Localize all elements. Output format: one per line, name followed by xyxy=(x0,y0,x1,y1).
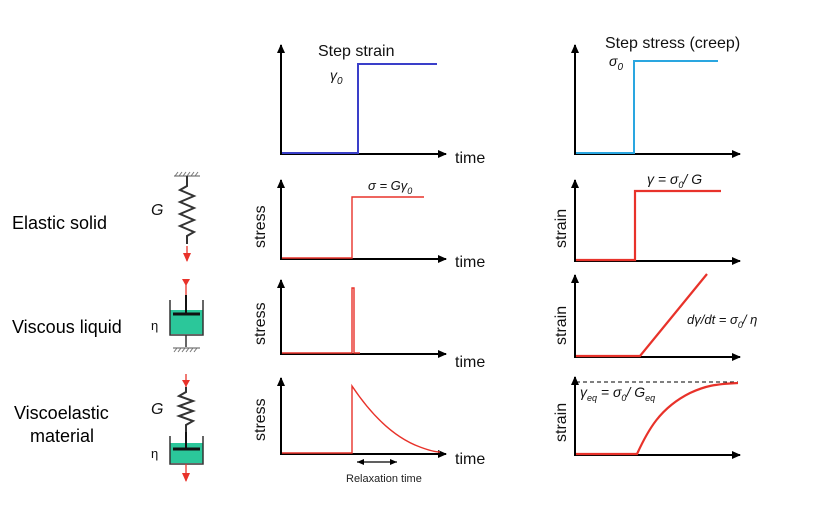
row-label-elastic-solid: Elastic solid xyxy=(12,213,108,233)
step-strain-gamma0-label: γ0 xyxy=(330,67,343,87)
stress-axis-label-3: stress xyxy=(252,398,269,441)
step-stress-sigma0-label: σ0 xyxy=(609,53,623,73)
elastic-spring-element: G xyxy=(151,171,200,262)
viscous-strain-curve xyxy=(576,273,708,358)
elastic-strain-annotation: γ = σ0/ G xyxy=(647,171,702,190)
dashpot-label-eta-2: η xyxy=(151,318,158,333)
spring-label-G-1: G xyxy=(151,202,163,219)
viscoelastic-element: G η xyxy=(151,374,204,482)
viscoelastic-stress-plot: Relaxation time stress time xyxy=(252,377,485,485)
elastic-stress-plot: σ = Gγ0 stress time xyxy=(252,178,485,271)
viscoelastic-strain-annotation: γeq = σ0/ Geq xyxy=(580,384,655,403)
spring-label-G-3: G xyxy=(151,401,163,418)
spring-zigzag-3 xyxy=(176,387,196,432)
ground-hatch-marks-1 xyxy=(174,171,199,177)
elastic-strain-curve xyxy=(576,189,721,262)
step-strain-plot: γ0 time xyxy=(277,44,485,167)
viscous-stress-curve xyxy=(282,287,360,354)
step-strain-title: Step strain xyxy=(318,43,394,60)
time-label-step-strain: time xyxy=(455,150,485,167)
row-label-viscoelastic-line1: Viscoelastic xyxy=(14,403,109,423)
relaxation-time-label: Relaxation time xyxy=(346,473,422,485)
time-label-3: time xyxy=(455,451,485,468)
strain-axis-label-2: strain xyxy=(553,306,570,345)
viscous-strain-annotation: dγ/dt = σ0/ η xyxy=(687,312,757,330)
elastic-strain-plot: γ = σ0/ G strain xyxy=(553,171,741,265)
dashpot-label-eta-3: η xyxy=(151,446,158,461)
row-label-viscous-liquid: Viscous liquid xyxy=(12,317,122,337)
step-strain-curve xyxy=(282,63,437,154)
viscoelastic-stress-curve xyxy=(282,383,441,454)
spring-zigzag-1 xyxy=(177,176,197,244)
load-arrow-head-2 xyxy=(182,279,190,286)
viscous-strain-plot: dγ/dt = σ0/ η strain xyxy=(553,273,757,361)
stress-axis-label-1: stress xyxy=(252,205,269,248)
row-label-viscoelastic-line2: material xyxy=(30,426,95,446)
strain-axis-label-3: strain xyxy=(553,403,570,442)
ground-hatch-marks-2 xyxy=(173,347,198,353)
viscous-dashpot-element: η xyxy=(151,279,204,353)
time-label-1: time xyxy=(455,254,485,271)
step-stress-title: Step stress (creep) xyxy=(605,35,740,52)
stress-axis-label-2: stress xyxy=(252,302,269,345)
viscous-stress-plot: stress time xyxy=(252,279,485,371)
viscoelastic-load-arrow-head xyxy=(182,380,190,387)
elastic-stress-curve xyxy=(282,196,424,259)
time-label-2: time xyxy=(455,354,485,371)
step-stress-curve xyxy=(576,60,718,154)
viscoelastic-strain-curve xyxy=(576,381,739,456)
viscoelastic-strain-plot: γeq = σ0/ Geq strain xyxy=(553,376,741,459)
step-stress-plot: σ0 xyxy=(571,44,741,158)
elastic-stress-annotation: σ = Gγ0 xyxy=(368,178,412,196)
strain-axis-label-1: strain xyxy=(553,209,570,248)
